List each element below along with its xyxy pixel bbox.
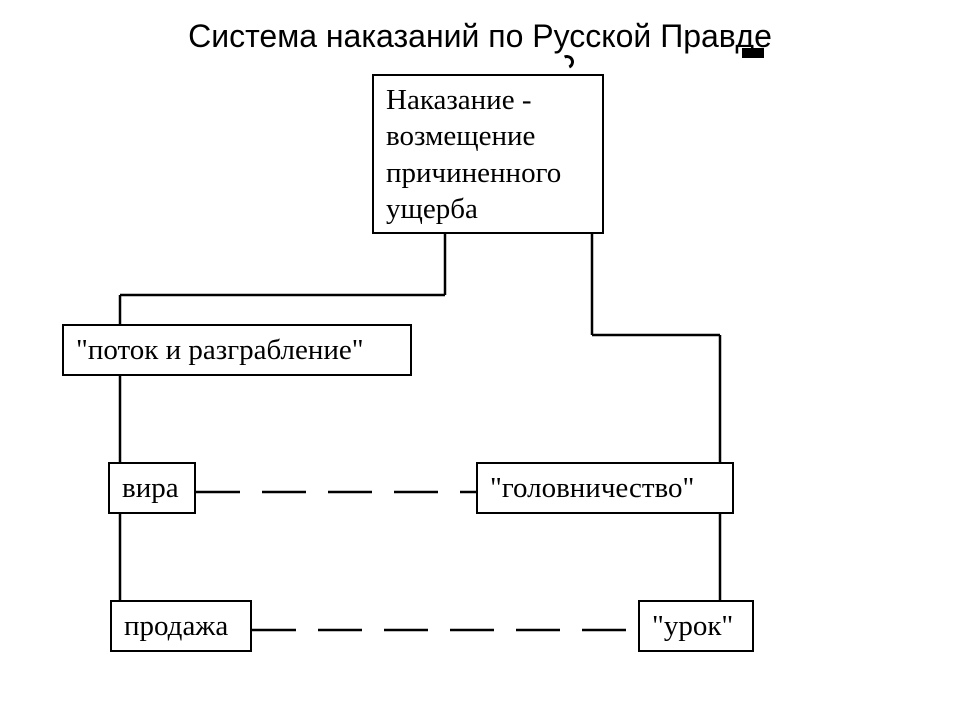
node-golov: "головничество"	[476, 462, 734, 514]
decoration-dash	[742, 48, 764, 58]
page-title: Система наказаний по Русской Правде	[0, 18, 960, 55]
node-urok: "урок"	[638, 600, 754, 652]
node-vira: вира	[108, 462, 196, 514]
decoration-dot	[558, 53, 576, 71]
node-root: Наказание -возмещениепричиненногоущерба	[372, 74, 604, 234]
node-prod: продажа	[110, 600, 252, 652]
node-potok: "поток и разграбление"	[62, 324, 412, 376]
